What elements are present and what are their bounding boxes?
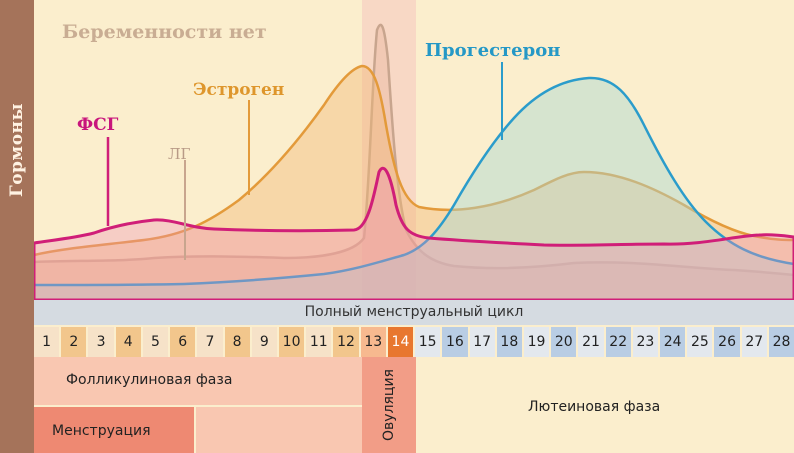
day-cell: 15 (415, 327, 441, 357)
day-cell: 28 (768, 327, 794, 357)
day-cell: 26 (714, 327, 740, 357)
lh-curve (34, 23, 794, 300)
day-cell: 1 (34, 327, 60, 357)
day-cell: 24 (660, 327, 686, 357)
label-estrogen: Эстроген (193, 80, 285, 100)
sidebar: Гормоны (0, 0, 34, 453)
cycle-bar: Полный менструальный цикл (34, 300, 794, 325)
day-cell: 6 (170, 327, 196, 357)
phase-follicular-lower (196, 407, 362, 453)
axis-label-hormones: Гормоны (7, 102, 27, 198)
day-cell: 19 (523, 327, 550, 357)
estrogen-curve (34, 64, 794, 300)
cycle-label: Полный менструальный цикл (304, 304, 524, 320)
phase-ovulation: Овуляция (362, 357, 416, 453)
day-cell: 4 (115, 327, 141, 357)
label-lh: ЛГ (168, 145, 191, 163)
hormone-chart (34, 0, 794, 300)
day-cell: 27 (741, 327, 767, 357)
chart-title: Беременности нет (62, 21, 267, 43)
day-cell: 7 (197, 327, 223, 357)
phase-luteal: Лютеиновая фаза (418, 357, 794, 453)
fsh-curve (34, 166, 794, 300)
phase-menstruation-label: Менструация (52, 423, 151, 439)
day-cell: 17 (469, 327, 495, 357)
day-cell: 5 (142, 327, 169, 357)
day-cell: 10 (278, 327, 305, 357)
phase-menstruation: Менструация (34, 407, 194, 453)
day-cell: 13 (360, 327, 386, 357)
day-cell: 12 (333, 327, 359, 357)
day-cell: 18 (496, 327, 522, 357)
day-cell: 16 (442, 327, 468, 357)
day-cell: 8 (224, 327, 250, 357)
day-cell: 22 (605, 327, 631, 357)
day-cell: 14 (387, 327, 414, 357)
day-cell: 25 (687, 327, 713, 357)
day-cell: 2 (61, 327, 87, 357)
phase-follicular-label: Фолликулиновая фаза (66, 372, 233, 388)
day-cell: 23 (632, 327, 659, 357)
phase-ovulation-label: Овуляция (381, 369, 397, 441)
day-cell: 20 (551, 327, 577, 357)
phase-luteal-label: Лютеиновая фаза (528, 399, 661, 415)
day-row: 1 2 3 4 5 6 7 8 9 10 11 12 13 14 15 16 17 18 19 20 21 22 23 24 2… (34, 327, 794, 357)
label-fsh: ФСГ (77, 115, 119, 135)
day-cell: 11 (306, 327, 332, 357)
label-progesterone: Прогестерон (425, 40, 561, 61)
phase-follicular: Фолликулиновая фаза (34, 357, 362, 405)
day-cell: 21 (578, 327, 604, 357)
day-cell: 3 (88, 327, 114, 357)
day-cell: 9 (251, 327, 277, 357)
